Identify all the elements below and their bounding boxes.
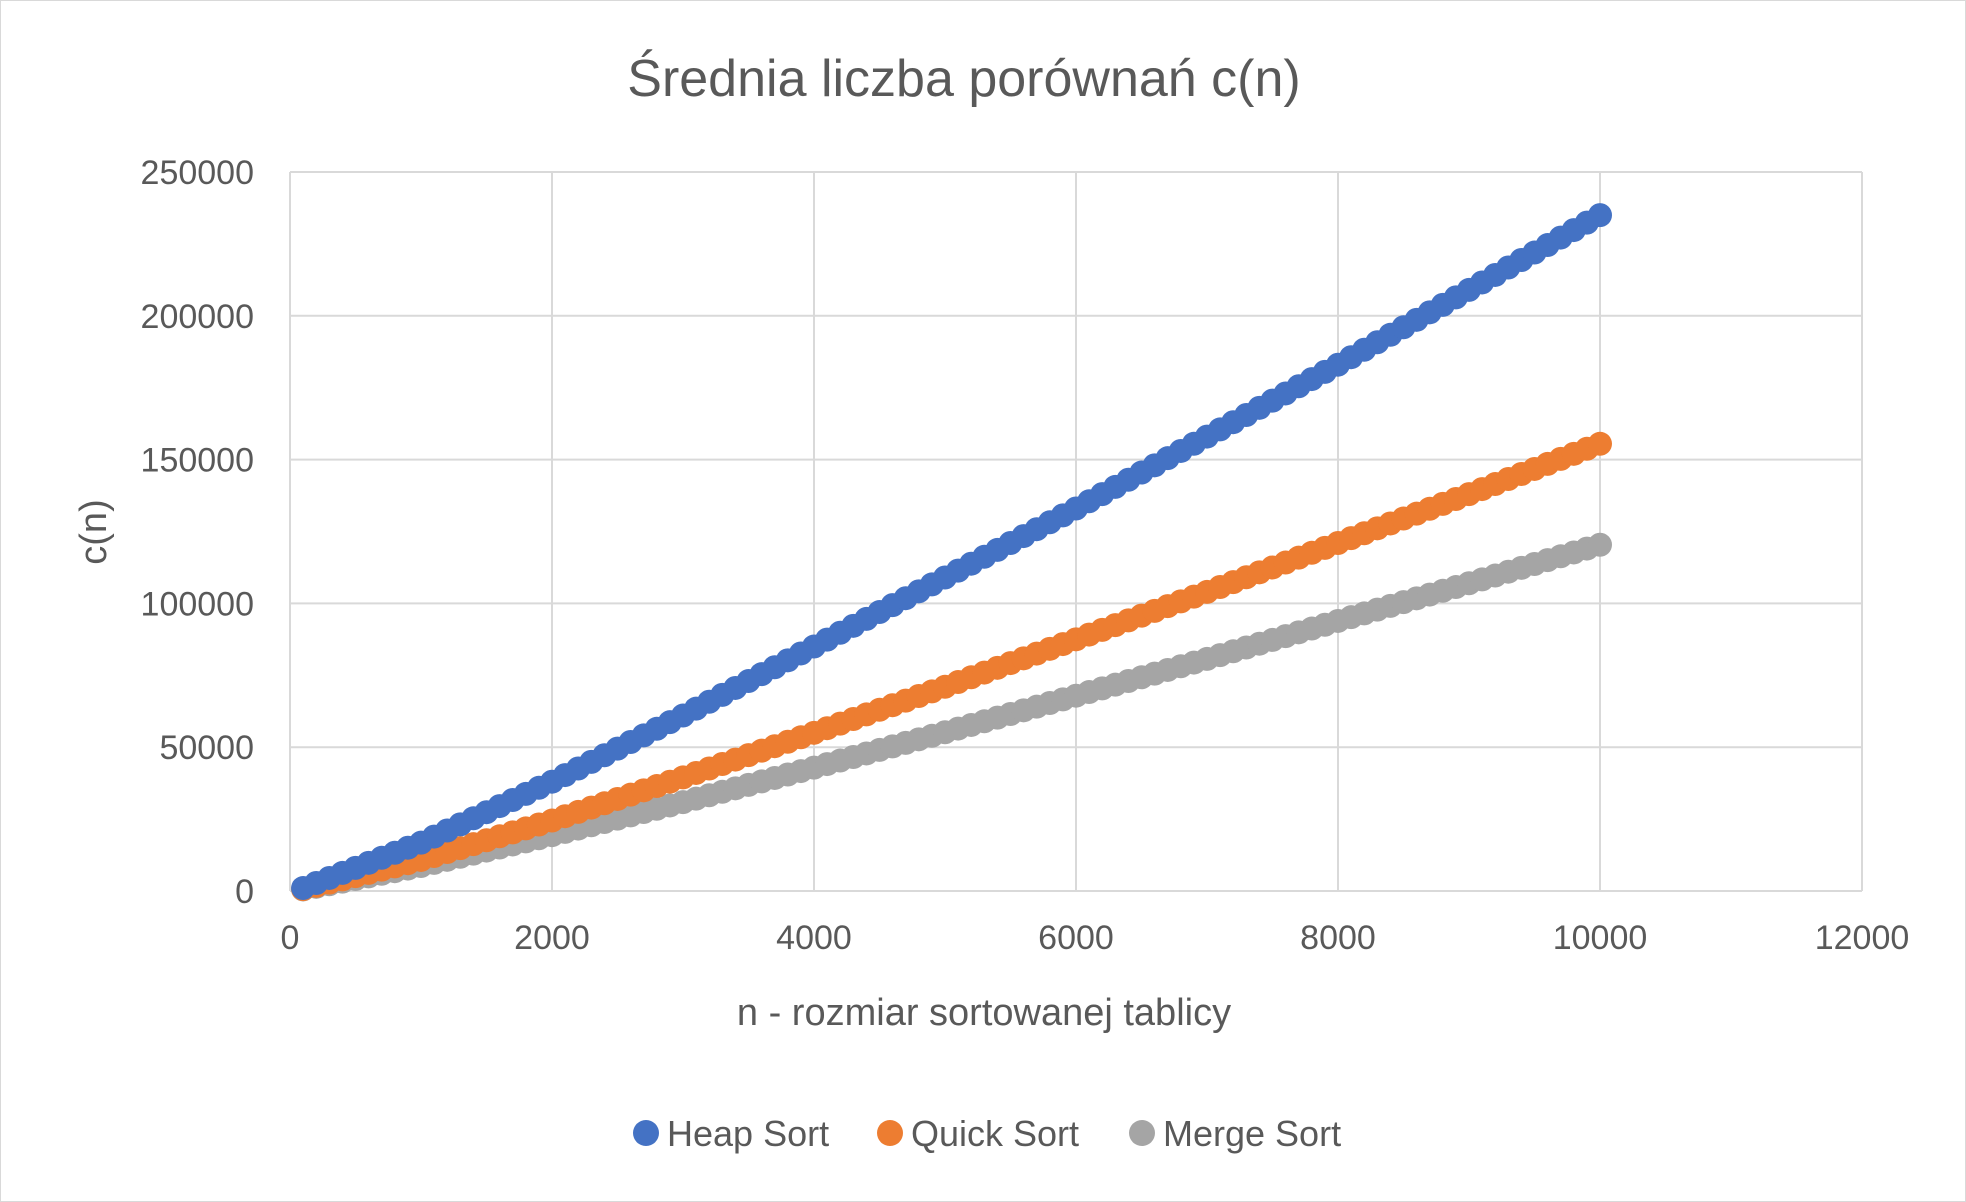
legend-item-heap-sort: Heap Sort	[633, 1113, 829, 1154]
y-tick-label: 250000	[141, 154, 254, 192]
series-quick-sort	[291, 431, 1612, 902]
legend: Heap Sort Quick Sort Merge Sort	[633, 1113, 1341, 1154]
legend-item-merge-sort: Merge Sort	[1129, 1113, 1341, 1154]
legend-label: Quick Sort	[911, 1113, 1079, 1154]
x-tick-label: 12000	[1815, 919, 1910, 957]
x-tick-label: 0	[281, 919, 300, 957]
legend-label: Heap Sort	[667, 1113, 829, 1154]
x-axis-tick-labels: 0 2000 4000 6000 8000 10000 12000	[281, 919, 1910, 957]
y-tick-label: 0	[235, 873, 254, 911]
legend-marker-icon	[877, 1120, 903, 1146]
data-point	[1588, 203, 1612, 228]
y-axis-title: c(n)	[73, 499, 115, 564]
legend-item-quick-sort: Quick Sort	[877, 1113, 1079, 1154]
x-tick-label: 4000	[776, 919, 852, 957]
chart-title: Średnia liczba porównań c(n)	[627, 49, 1300, 108]
series-heap-sort	[291, 203, 1612, 901]
x-tick-label: 6000	[1038, 919, 1114, 957]
y-axis-tick-labels: 0 50000 100000 150000 200000 250000	[141, 154, 254, 911]
x-tick-label: 10000	[1553, 919, 1648, 957]
data-point	[1588, 532, 1612, 557]
y-tick-label: 100000	[141, 585, 254, 623]
x-tick-label: 8000	[1300, 919, 1376, 957]
y-tick-label: 200000	[141, 298, 254, 336]
y-tick-label: 50000	[159, 729, 254, 767]
data-point	[1588, 431, 1612, 456]
x-tick-label: 2000	[514, 919, 590, 957]
y-tick-label: 150000	[141, 442, 254, 480]
x-axis-title: n - rozmiar sortowanej tablicy	[737, 992, 1231, 1034]
legend-label: Merge Sort	[1163, 1113, 1341, 1154]
legend-marker-icon	[633, 1120, 659, 1146]
gridlines	[289, 171, 1863, 892]
legend-marker-icon	[1129, 1120, 1155, 1146]
plot-series	[291, 203, 1612, 902]
